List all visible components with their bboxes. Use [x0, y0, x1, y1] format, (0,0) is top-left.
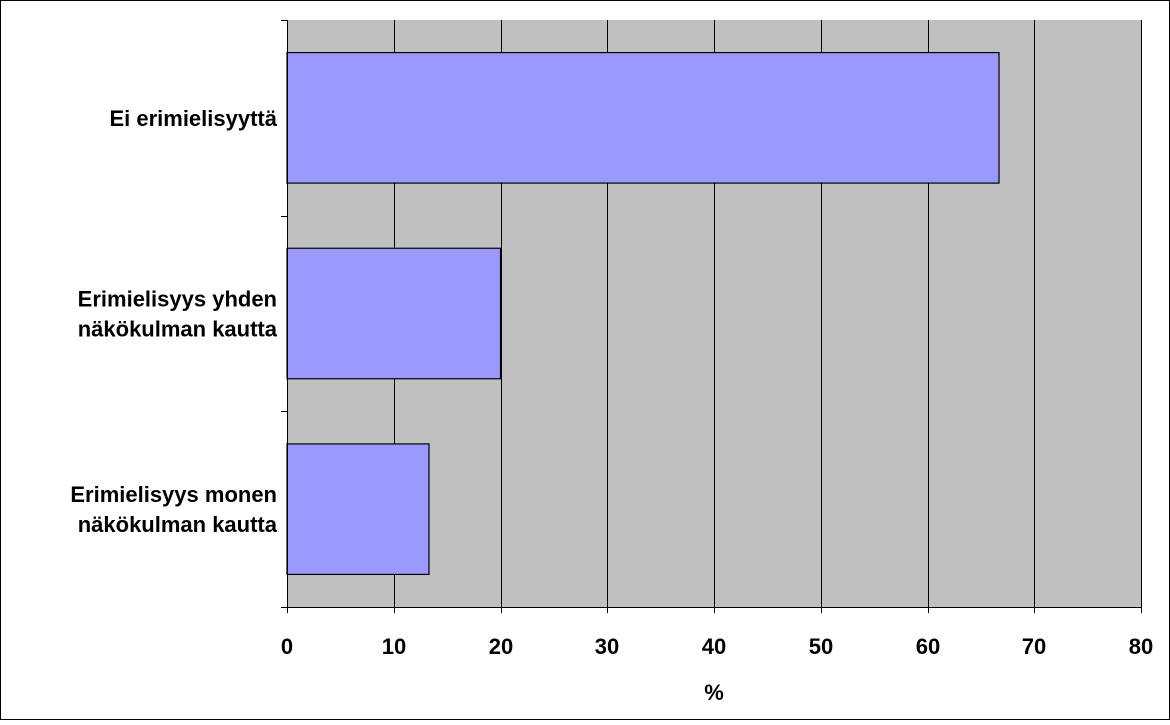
bar-1: [286, 51, 1000, 184]
category-label-line: näkökulman kautta: [78, 317, 278, 342]
x-tick-label-30: 30: [595, 634, 619, 659]
x-tick-label-70: 70: [1022, 634, 1046, 659]
category-label-1: Ei erimielisyyttä: [109, 106, 277, 131]
x-tick-label-20: 20: [489, 634, 513, 659]
category-label-3: Erimielisyys monen näkökulman kautta: [70, 482, 277, 537]
x-tick-label-0: 0: [281, 634, 293, 659]
x-tick-label-60: 60: [916, 634, 940, 659]
x-tick-label-80: 80: [1129, 634, 1153, 659]
category-label-line: Erimielisyys yhden: [78, 287, 277, 312]
category-label-line: näkökulman kautta: [78, 512, 278, 537]
bar-2: [286, 247, 502, 380]
axes: [281, 20, 1142, 613]
x-tick-label-10: 10: [382, 634, 406, 659]
category-label-line: Erimielisyys monen: [70, 482, 277, 507]
category-label-line: Ei erimielisyyttä: [109, 106, 277, 131]
labels: 0 10 20 30 40 50 60 70 80 Ei erimielisyyttä Erimie…: [70, 106, 1153, 705]
x-tick-label-50: 50: [809, 634, 833, 659]
bar-3: [286, 443, 430, 576]
x-axis-title: %: [704, 680, 724, 705]
category-label-2: Erimielisyys yhden näkökulman kautta: [78, 287, 278, 342]
x-tick-label-40: 40: [702, 634, 726, 659]
